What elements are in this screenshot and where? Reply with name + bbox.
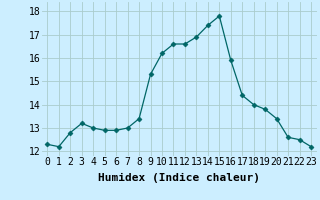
X-axis label: Humidex (Indice chaleur): Humidex (Indice chaleur) [98,173,260,183]
